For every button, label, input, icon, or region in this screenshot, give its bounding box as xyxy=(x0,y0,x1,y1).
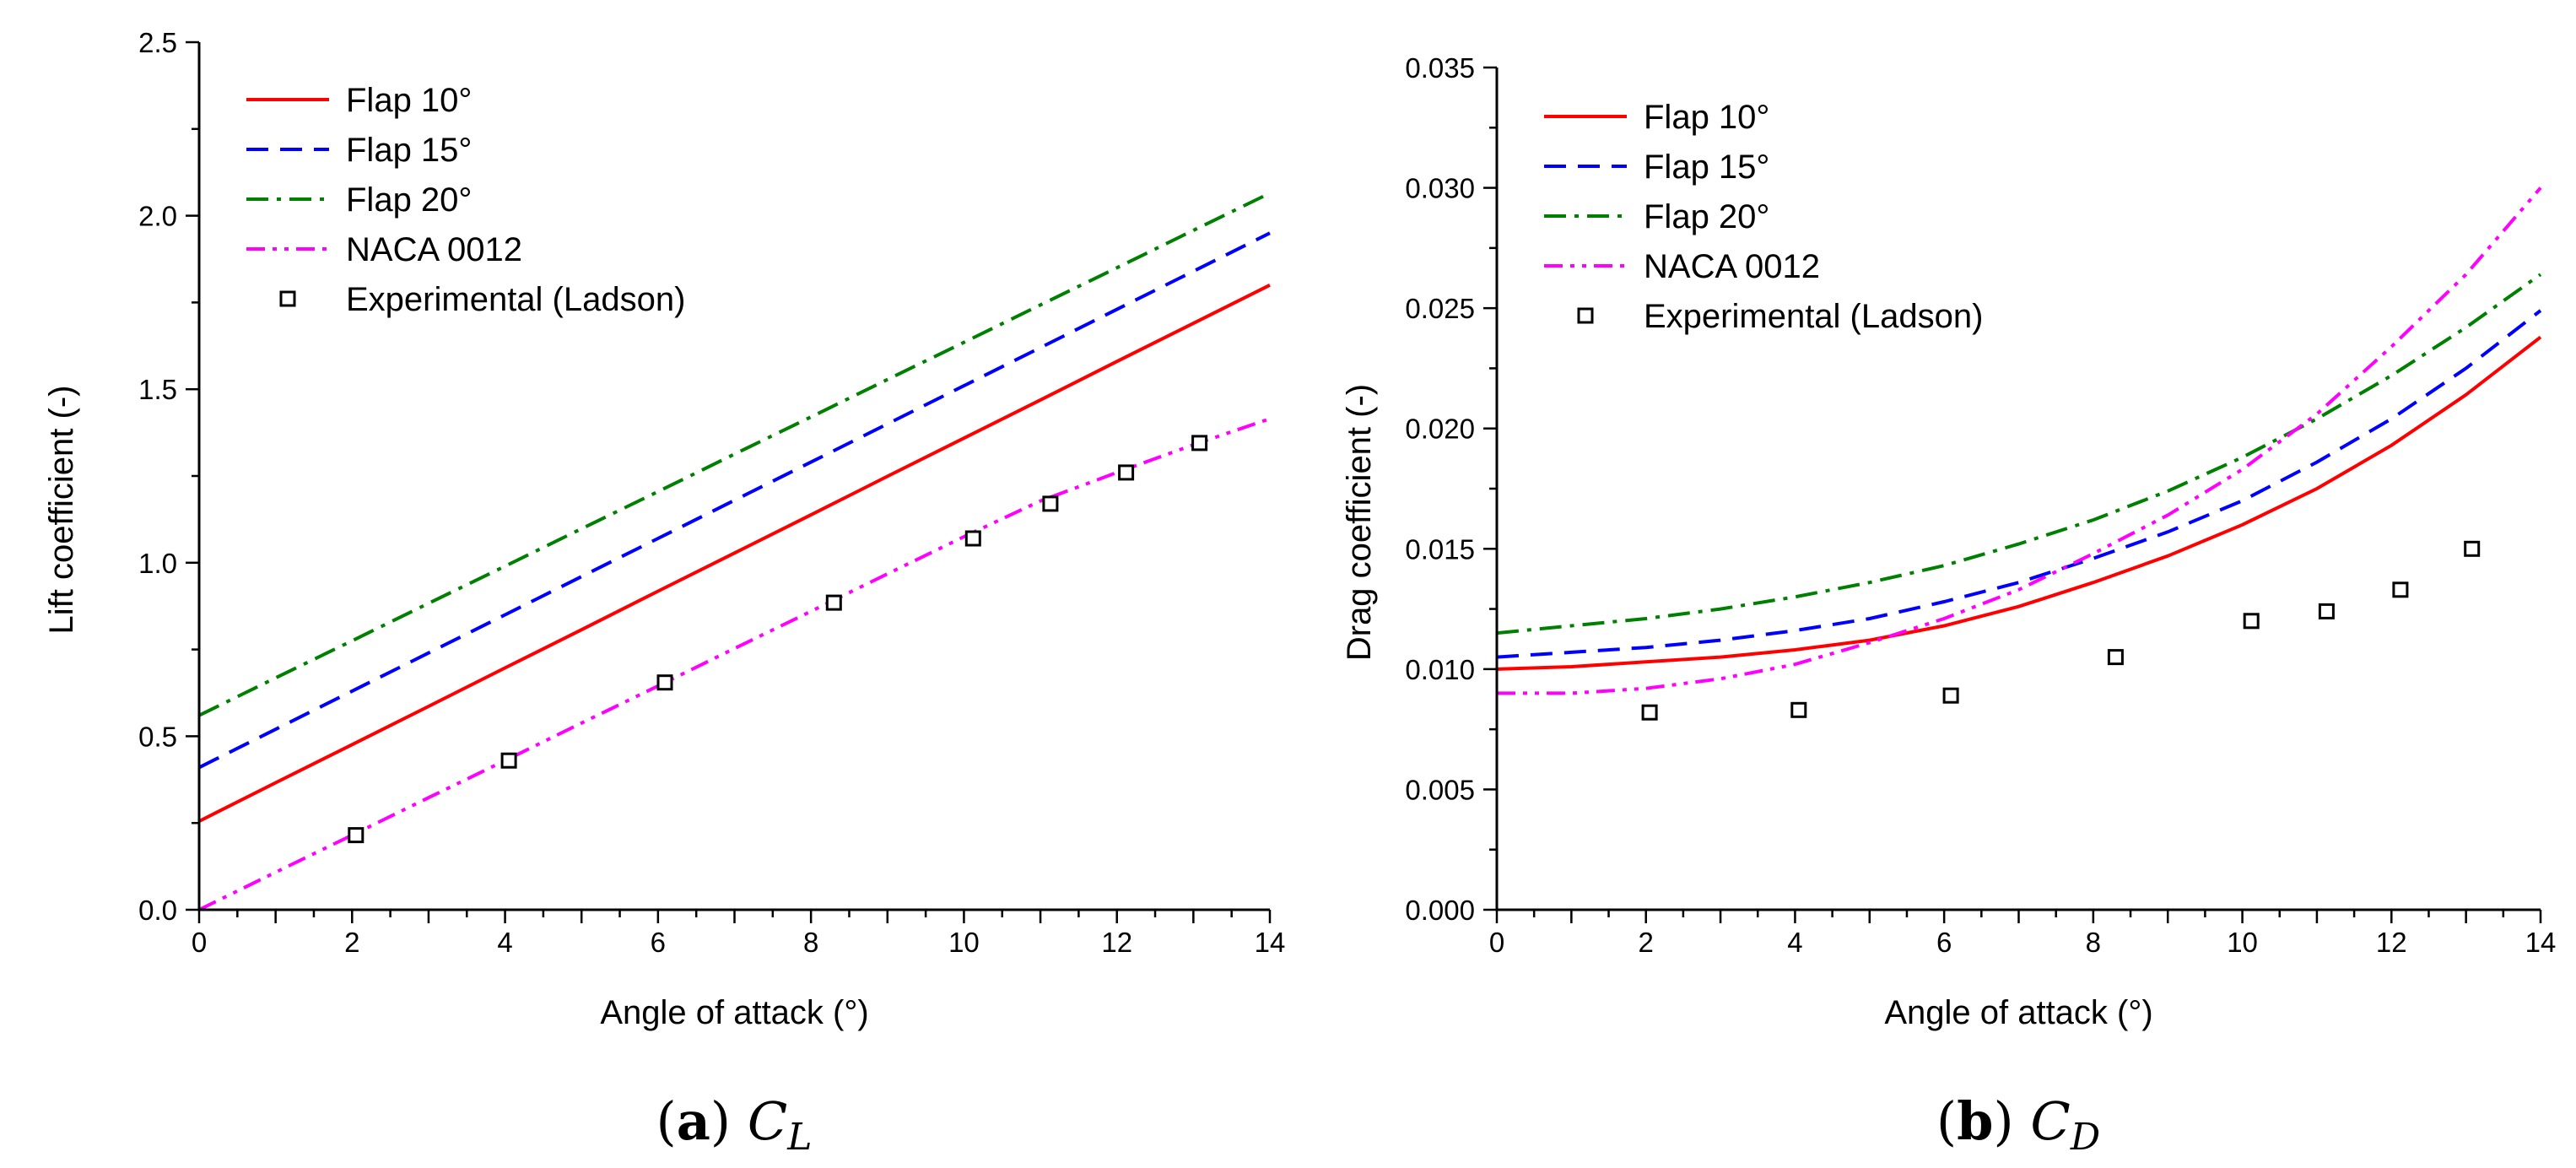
experimental-point xyxy=(1942,687,1959,704)
experimental-point xyxy=(964,530,981,547)
x-axis-title: Angle of attack (°) xyxy=(600,994,868,1031)
experimental-point xyxy=(1191,435,1208,452)
legend-label: Experimental (Ladson) xyxy=(346,281,685,318)
x-tick-label: 0 xyxy=(192,927,207,958)
legend-label: Flap 10° xyxy=(1644,99,1769,136)
y-tick-label: 0.0 xyxy=(138,895,177,926)
chart-a: 0 2 4 6 8 10 12 14 0.0 0.5 1.0 1.5 2.0 2.5 Angle of at… xyxy=(43,27,1285,1159)
chart-b: 0 2 4 6 8 10 12 14 0.000 0.005 0.010 0.015 0.020 0.02… xyxy=(1341,52,2556,1159)
y-axis-title: Lift coefficient (-) xyxy=(43,386,80,635)
x-tick-label: 12 xyxy=(1101,927,1132,958)
y-tick-label: 2.5 xyxy=(138,27,177,58)
experimental-point xyxy=(2392,581,2409,598)
x-tick-label: 12 xyxy=(2376,927,2407,958)
experimental-point xyxy=(825,594,842,611)
y-tick-label: 0.015 xyxy=(1405,533,1475,565)
legend-label: Flap 10° xyxy=(346,82,472,119)
legend-marker xyxy=(1577,307,1594,324)
y-axis-title: Drag coefficient (-) xyxy=(1341,384,1378,661)
series-line-2 xyxy=(198,231,1271,770)
y-tick-label: 0.030 xyxy=(1405,173,1475,204)
x-tick-label: 0 xyxy=(1489,927,1504,958)
chart-caption: (b) CD xyxy=(1936,1090,2100,1159)
x-axis-title: Angle of attack (°) xyxy=(1884,994,2152,1031)
legend-label: Flap 15° xyxy=(1644,149,1769,186)
legend-label: NACA 0012 xyxy=(1644,248,1820,285)
experimental-point xyxy=(1042,495,1059,512)
chart-caption: (a) CL xyxy=(656,1090,813,1159)
x-tick-label: 10 xyxy=(948,927,980,958)
series-line-2 xyxy=(1496,309,2542,659)
legend-label: NACA 0012 xyxy=(346,231,522,268)
y-tick-label: 0.010 xyxy=(1405,654,1475,685)
series-line-1 xyxy=(1496,335,2542,671)
y-tick-label: 1.5 xyxy=(138,374,177,405)
experimental-point xyxy=(1118,464,1135,481)
experimental-point xyxy=(348,827,365,844)
x-tick-label: 2 xyxy=(344,927,359,958)
experimental-point xyxy=(1641,704,1658,721)
x-tick-label: 8 xyxy=(803,927,818,958)
legend-label: Flap 20° xyxy=(1644,198,1769,235)
x-tick-label: 4 xyxy=(497,927,512,958)
y-tick-label: 0.5 xyxy=(138,721,177,752)
y-tick-label: 0.020 xyxy=(1405,414,1475,445)
y-tick-label: 0.005 xyxy=(1405,774,1475,805)
series-line-3 xyxy=(1496,273,2542,635)
experimental-point xyxy=(2318,603,2335,619)
experimental-point xyxy=(500,752,517,769)
experimental-point xyxy=(2107,649,2124,666)
y-tick-label: 0.000 xyxy=(1405,895,1475,926)
legend-label: Experimental (Ladson) xyxy=(1644,298,1983,335)
legend-marker xyxy=(279,290,296,307)
series-line-4 xyxy=(1497,187,2542,695)
x-tick-label: 4 xyxy=(1787,927,1802,958)
axes-frame xyxy=(1495,68,2541,911)
series-line-1 xyxy=(198,284,1271,823)
series-line-3 xyxy=(198,192,1271,717)
x-tick-label: 2 xyxy=(1639,927,1654,958)
legend-label: Flap 15° xyxy=(346,132,472,169)
experimental-point xyxy=(656,674,673,691)
legend-label: Flap 20° xyxy=(346,181,472,219)
y-tick-label: 1.0 xyxy=(138,548,177,579)
x-tick-label: 10 xyxy=(2227,927,2258,958)
experimental-point xyxy=(1790,701,1807,718)
x-tick-label: 14 xyxy=(1255,927,1286,958)
y-tick-label: 0.025 xyxy=(1405,293,1475,324)
experimental-point xyxy=(2464,540,2481,557)
x-tick-label: 14 xyxy=(2525,927,2557,958)
x-tick-label: 8 xyxy=(2086,927,2101,958)
x-tick-label: 6 xyxy=(651,927,666,958)
x-tick-label: 6 xyxy=(1936,927,1952,958)
experimental-point xyxy=(2243,613,2260,630)
y-tick-label: 0.035 xyxy=(1405,52,1475,84)
y-tick-label: 2.0 xyxy=(138,201,177,232)
